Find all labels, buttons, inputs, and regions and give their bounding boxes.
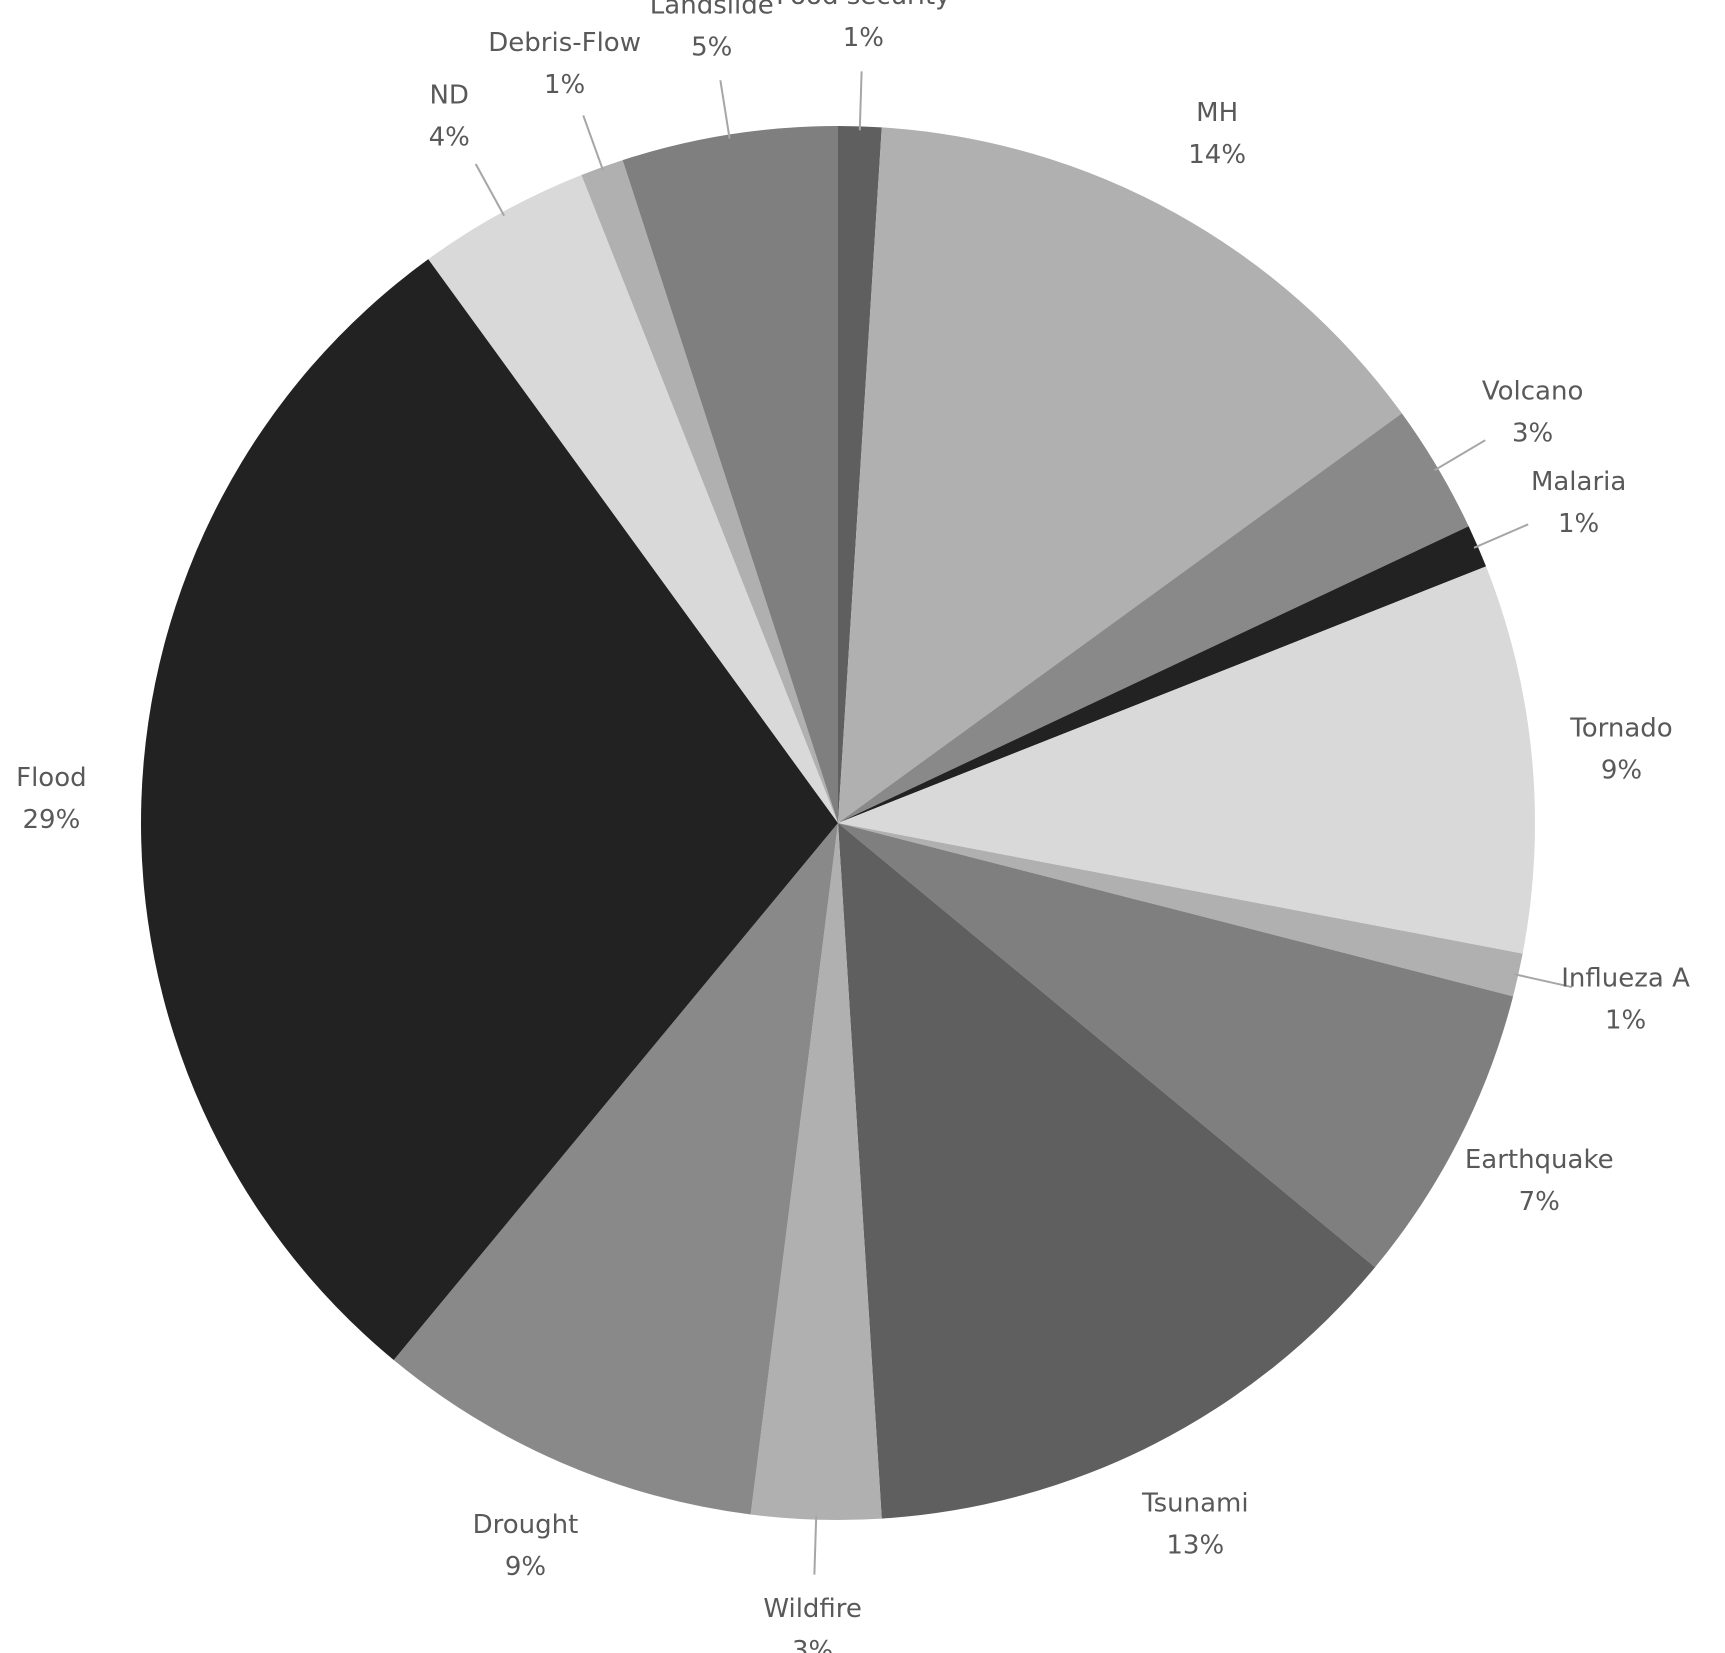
pie-slice xyxy=(581,160,838,824)
pie-slice xyxy=(838,526,1487,823)
slice-value-label: 4% xyxy=(429,122,470,152)
slice-value-label: 3% xyxy=(1512,419,1553,449)
pie-slice xyxy=(838,823,1376,1519)
slice-label: Food security xyxy=(776,0,950,11)
slice-label: ND xyxy=(429,80,468,110)
leader-line xyxy=(582,115,605,172)
slice-value-label: 1% xyxy=(544,70,585,100)
slice-value-label: 1% xyxy=(1558,509,1599,539)
slice-value-label: 29% xyxy=(22,805,80,835)
leader-line xyxy=(474,163,506,217)
slice-value-label: 5% xyxy=(691,32,732,62)
leader-line xyxy=(1514,973,1573,989)
pie-slice xyxy=(838,566,1535,954)
pie-slice xyxy=(838,127,1402,824)
slice-value-label: 9% xyxy=(505,1552,546,1582)
slice-label: Flood xyxy=(16,763,87,793)
slice-value-label: 1% xyxy=(843,23,884,53)
slice-value-label: 13% xyxy=(1166,1531,1224,1561)
pie-slice xyxy=(750,823,882,1521)
slice-label: Drought xyxy=(473,1510,579,1540)
pie-slice xyxy=(838,413,1469,823)
slice-label: Malaria xyxy=(1531,467,1626,497)
slice-label: Influeza A xyxy=(1561,964,1690,994)
slice-value-label: 3% xyxy=(792,1636,833,1653)
pie-slice xyxy=(838,126,882,823)
slice-value-label: 7% xyxy=(1519,1187,1560,1217)
leader-line xyxy=(1473,523,1529,549)
slice-label: Tornado xyxy=(1569,713,1672,743)
slice-label: MH xyxy=(1196,98,1238,128)
slice-value-label: 9% xyxy=(1601,755,1642,785)
pie-slice xyxy=(140,259,838,1361)
leader-line xyxy=(1433,439,1486,472)
slice-label: Debris-Flow xyxy=(488,28,641,58)
slice-label: Volcano xyxy=(1482,377,1584,407)
pie-slice xyxy=(428,174,838,823)
pie-slice xyxy=(393,823,838,1515)
leader-line xyxy=(719,80,731,139)
pie-slice xyxy=(838,823,1523,997)
slice-label: Earthquake xyxy=(1465,1145,1614,1175)
pie-slice xyxy=(622,126,838,823)
slice-value-label: 1% xyxy=(1605,1006,1646,1036)
slice-label: Wildfire xyxy=(763,1594,862,1624)
leader-line xyxy=(813,1515,818,1575)
slice-label: Tsunami xyxy=(1141,1489,1249,1519)
leader-line xyxy=(858,71,863,131)
pie-slice xyxy=(838,823,1514,1268)
slice-label: Landslide xyxy=(650,0,774,20)
slice-value-label: 14% xyxy=(1188,140,1246,170)
